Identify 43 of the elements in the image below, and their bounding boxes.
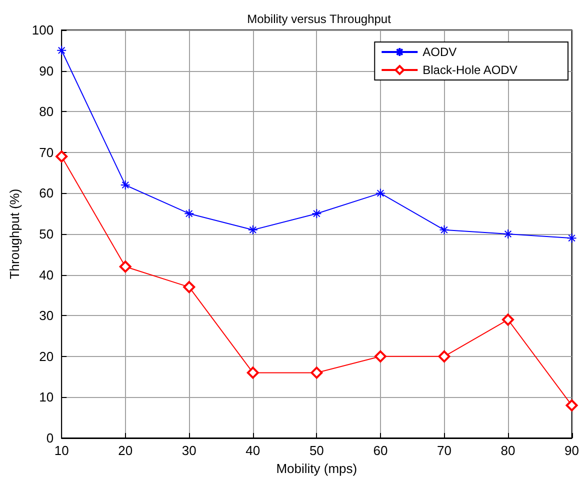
point: [502, 314, 514, 326]
y-tick-label: 10: [39, 390, 54, 405]
y-tick-label: 90: [39, 63, 54, 78]
point: [502, 229, 513, 239]
point: [310, 366, 323, 379]
point: [566, 233, 577, 244]
point: [246, 366, 259, 379]
x-tick-label: 80: [500, 443, 516, 458]
y-tick-label: 30: [39, 308, 54, 324]
point: [439, 224, 450, 235]
point: [438, 350, 450, 362]
point: [119, 260, 132, 273]
y-axis-title: Throughput (%): [7, 188, 22, 280]
y-tick-label: 0: [46, 430, 54, 446]
x-tick-label: 50: [309, 443, 324, 458]
x-tick-label: 70: [436, 443, 452, 458]
x-axis-title: Mobility (mps): [276, 460, 358, 476]
y-tick-label: 50: [39, 226, 54, 242]
legend-label: Black-Hole AODV: [422, 63, 518, 77]
point: [184, 208, 194, 219]
y-tick-label: 40: [39, 267, 54, 282]
x-tick-label: 30: [182, 443, 196, 458]
y-tick-label: 80: [39, 104, 54, 120]
y-tick-label: 20: [39, 348, 54, 364]
y-tick-label: 100: [32, 22, 54, 38]
chart-title: Mobility versus Throughput: [247, 12, 392, 26]
x-tick-label: 20: [118, 443, 133, 458]
legend-label: AODV: [422, 45, 457, 59]
x-tick-label: 40: [246, 443, 260, 458]
x-tick-label: 10: [54, 443, 69, 458]
point: [56, 45, 67, 56]
point: [374, 350, 386, 362]
point: [566, 399, 578, 412]
x-tick-label: 60: [373, 443, 388, 458]
point: [56, 150, 68, 162]
y-tick-label: 60: [39, 186, 54, 201]
y-tick-label: 70: [39, 144, 54, 160]
point: [183, 281, 196, 294]
point: [312, 208, 322, 219]
point: [248, 224, 258, 235]
point: [120, 180, 130, 190]
point: [375, 188, 386, 198]
x-tick-label: 90: [564, 443, 580, 458]
